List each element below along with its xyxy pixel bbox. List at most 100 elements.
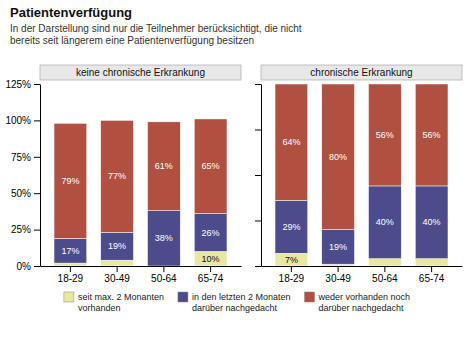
- y-tick-label: 25%: [11, 224, 31, 235]
- x-tick-label: 65-74: [419, 273, 445, 284]
- data-label: 77%: [108, 171, 126, 181]
- y-tick-label: 75%: [11, 152, 31, 163]
- y-tick-mark: [34, 84, 40, 85]
- bar: [322, 84, 355, 230]
- bar: [322, 264, 355, 266]
- y-tick-mark: [34, 193, 40, 194]
- panel-header-box: [261, 65, 462, 80]
- y-tick-label: 0%: [17, 261, 32, 272]
- x-tick-label: 18-29: [58, 273, 84, 284]
- bar: [148, 211, 181, 266]
- bar: [148, 122, 181, 211]
- x-tick-label: 65-74: [198, 273, 224, 284]
- y-tick: 100%: [5, 115, 40, 126]
- y-tick: 25%: [11, 224, 40, 235]
- legend-swatch: [64, 292, 74, 302]
- x-axis: 18-29 30-49 50-64 65-74: [262, 266, 463, 284]
- y-tick: [255, 266, 261, 267]
- data-label: 7%: [285, 255, 298, 265]
- data-label: 29%: [282, 222, 300, 232]
- bar: [54, 238, 87, 263]
- data-label: 19%: [329, 242, 347, 252]
- data-label: 80%: [329, 152, 347, 162]
- data-labels: 7%29%19%40%40%64%80%56%56%: [282, 130, 440, 265]
- y-tick-label: 50%: [11, 188, 31, 199]
- chart: Patientenverfügung In der Darstellung sin…: [0, 0, 474, 338]
- data-label: 56%: [423, 130, 441, 140]
- bar: [415, 259, 448, 266]
- bar: [275, 253, 308, 266]
- series: [54, 119, 227, 238]
- y-tick-label: 100%: [5, 115, 31, 126]
- bar: [101, 233, 134, 261]
- panel-title: chronische Erkrankung: [310, 67, 412, 78]
- legend-item: seit max. 2 Monantenvorhanden: [64, 292, 164, 313]
- y-axis: 0% 25% 50% 75% 100% 125%: [5, 79, 40, 272]
- legend-swatch: [305, 292, 315, 302]
- y-tick: 0%: [17, 261, 40, 272]
- x-tick-label: 50-64: [372, 273, 398, 284]
- x-tick-label: 30-49: [104, 273, 130, 284]
- y-axis-line: [261, 85, 262, 267]
- x-tick: 18-29: [279, 266, 305, 284]
- bar: [194, 119, 227, 214]
- subtitle-line: bereits seit längerem eine Patientenverf…: [10, 35, 254, 46]
- data-label: 38%: [155, 233, 173, 243]
- legend-label-line: darüber nachgedacht: [192, 303, 278, 313]
- y-tick: [255, 130, 261, 131]
- title: Patientenverfügung: [10, 5, 132, 20]
- panel-title: keine chronische Erkrankung: [76, 67, 205, 78]
- x-tick: 30-49: [104, 266, 130, 284]
- y-tick-mark: [255, 130, 261, 131]
- x-tick-mark: [338, 266, 339, 272]
- y-tick-mark: [255, 221, 261, 222]
- bars: [275, 84, 448, 266]
- x-axis: 18-29 30-49 50-64 65-74: [41, 266, 242, 284]
- data-label: 19%: [108, 241, 126, 251]
- legend-item: weder vorhanden nochdarüber nachgedacht: [305, 292, 411, 313]
- y-tick-mark: [34, 266, 40, 267]
- y-tick: 75%: [11, 152, 40, 163]
- legend-label-line: weder vorhanden noch: [318, 292, 411, 302]
- y-tick: [255, 221, 261, 222]
- y-axis-line: [40, 85, 41, 267]
- data-label: 64%: [282, 137, 300, 147]
- legend-swatch: [178, 292, 188, 302]
- bar: [101, 260, 134, 266]
- series: [275, 84, 448, 230]
- bar: [54, 263, 87, 266]
- x-tick-label: 30-49: [325, 273, 351, 284]
- x-tick: 50-64: [372, 266, 398, 284]
- y-tick: [255, 175, 261, 176]
- bar: [275, 84, 308, 200]
- y-axis: [255, 85, 262, 267]
- y-tick-mark: [255, 84, 261, 85]
- x-tick-mark: [70, 266, 71, 272]
- x-tick: 18-29: [58, 266, 84, 284]
- subtitle: In der Darstellung sind nur die Teilnehm…: [10, 23, 302, 46]
- panel: keine chronische Erkrankung 10% 17% 19% 38% 2…: [5, 65, 241, 284]
- data-label: 17%: [61, 246, 79, 256]
- bar: [369, 259, 402, 266]
- x-tick: 30-49: [325, 266, 351, 284]
- x-tick-mark: [291, 266, 292, 272]
- data-labels: 10%17%19%38%26%79%77%61%65%: [61, 161, 219, 263]
- x-tick-mark: [431, 266, 432, 272]
- y-tick: 50%: [11, 188, 40, 199]
- x-tick: 50-64: [151, 266, 177, 284]
- y-tick: 125%: [5, 79, 40, 90]
- bars: [54, 119, 227, 266]
- panel-header: chronische Erkrankung: [261, 65, 462, 80]
- x-tick: 65-74: [419, 266, 445, 284]
- data-label: 61%: [155, 161, 173, 171]
- y-tick-mark: [255, 175, 261, 176]
- data-label: 10%: [202, 254, 220, 264]
- panel-header-box: [40, 65, 241, 80]
- y-tick-mark: [34, 157, 40, 158]
- x-tick-label: 50-64: [151, 273, 177, 284]
- data-label: 65%: [202, 161, 220, 171]
- data-label: 79%: [61, 176, 79, 186]
- x-tick-mark: [210, 266, 211, 272]
- bar: [54, 123, 87, 238]
- data-label: 56%: [376, 130, 394, 140]
